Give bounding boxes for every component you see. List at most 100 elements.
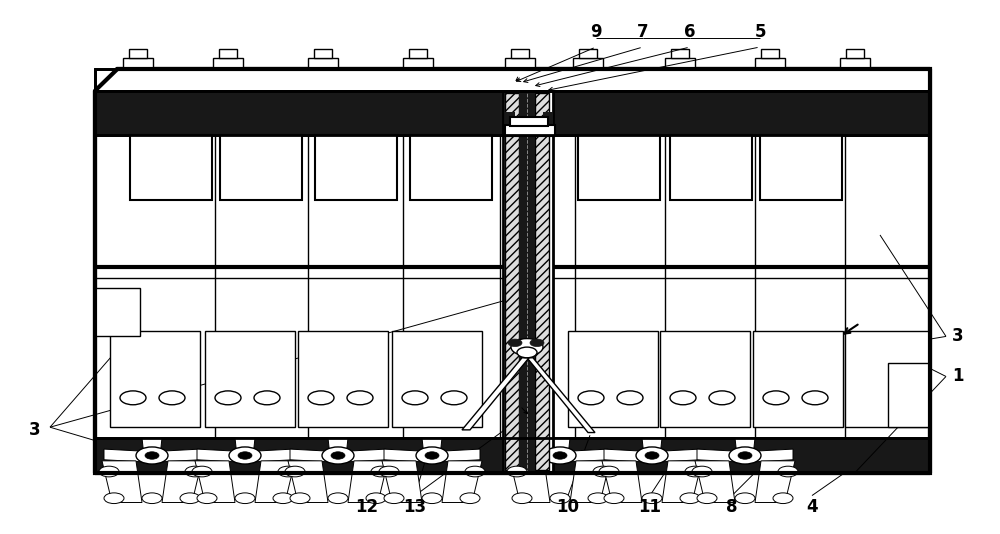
Bar [220,135,302,200]
Polygon shape [440,449,480,462]
Circle shape [379,466,399,477]
Bar [535,93,549,470]
Circle shape [322,447,354,464]
Bar [840,58,870,69]
Bar [503,91,553,473]
Bar [130,135,212,200]
Polygon shape [348,461,388,502]
Circle shape [104,493,124,504]
Bar [505,125,555,136]
Circle shape [697,493,717,504]
Circle shape [550,493,570,504]
Bar [308,58,338,69]
Text: 13: 13 [403,498,427,516]
Text: 6: 6 [684,23,696,41]
Circle shape [735,493,755,504]
Circle shape [120,391,146,405]
Circle shape [729,447,761,464]
Polygon shape [662,461,702,502]
Bar [95,91,930,135]
Polygon shape [695,461,735,502]
Text: 8: 8 [726,498,738,516]
Bar [410,135,492,200]
Polygon shape [290,449,330,462]
Polygon shape [735,438,755,457]
Circle shape [197,493,217,504]
Bar [409,49,427,58]
Circle shape [802,391,828,405]
Circle shape [642,493,662,504]
Circle shape [402,391,428,405]
Bar [95,438,930,473]
Circle shape [599,466,619,477]
Circle shape [290,493,310,504]
Circle shape [604,493,624,504]
Bar [95,91,930,135]
Circle shape [685,466,705,477]
Polygon shape [346,449,386,462]
Polygon shape [197,449,237,462]
Circle shape [588,493,608,504]
Circle shape [99,466,119,477]
Circle shape [692,466,712,477]
Polygon shape [235,438,255,457]
Bar [95,69,930,91]
Polygon shape [442,461,482,502]
Circle shape [441,391,467,405]
Polygon shape [570,461,610,502]
Circle shape [517,347,537,358]
Circle shape [422,493,442,504]
Bar [846,49,864,58]
Circle shape [670,391,696,405]
Text: 10: 10 [556,498,580,516]
Circle shape [331,452,345,459]
Polygon shape [527,358,595,433]
Circle shape [235,493,255,504]
Circle shape [738,452,752,459]
Bar [753,331,843,427]
Circle shape [763,391,789,405]
Circle shape [238,452,252,459]
Circle shape [680,493,700,504]
Circle shape [285,466,305,477]
Bar [298,331,388,427]
Bar [578,135,660,200]
Circle shape [578,391,604,405]
Bar [510,117,548,126]
Polygon shape [462,358,529,430]
Circle shape [553,452,567,459]
Polygon shape [142,438,162,457]
Polygon shape [255,461,295,502]
Polygon shape [160,449,200,462]
Bar [315,135,397,200]
Bar [129,49,147,58]
Circle shape [215,391,241,405]
Circle shape [328,493,348,504]
Circle shape [530,339,544,347]
Polygon shape [510,461,550,502]
Circle shape [508,339,522,347]
Polygon shape [604,449,644,462]
Bar [761,49,779,58]
Polygon shape [568,449,608,462]
Bar [760,135,842,200]
Circle shape [273,493,293,504]
Polygon shape [95,69,930,473]
Circle shape [192,466,212,477]
Bar [392,331,482,427]
Text: 1: 1 [952,367,964,386]
Bar [95,438,930,473]
Bar [568,331,658,427]
Polygon shape [288,461,328,502]
Circle shape [136,447,168,464]
Circle shape [709,391,735,405]
Bar [219,49,237,58]
Polygon shape [104,449,144,462]
Circle shape [278,466,298,477]
Text: 11: 11 [639,498,662,516]
Circle shape [617,391,643,405]
Bar [543,112,553,136]
Text: 12: 12 [355,498,379,516]
Polygon shape [642,438,662,457]
Polygon shape [253,449,293,462]
